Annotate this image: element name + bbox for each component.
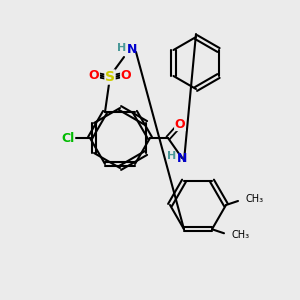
- Text: H: H: [167, 151, 177, 161]
- Text: CH₃: CH₃: [232, 230, 250, 240]
- Text: Cl: Cl: [61, 131, 75, 145]
- Text: O: O: [175, 118, 185, 130]
- Text: CH₃: CH₃: [246, 194, 264, 204]
- Text: O: O: [121, 68, 131, 82]
- Text: S: S: [105, 70, 115, 84]
- Text: N: N: [127, 43, 137, 56]
- Text: N: N: [177, 152, 187, 164]
- Text: H: H: [117, 43, 127, 53]
- Text: O: O: [89, 68, 99, 82]
